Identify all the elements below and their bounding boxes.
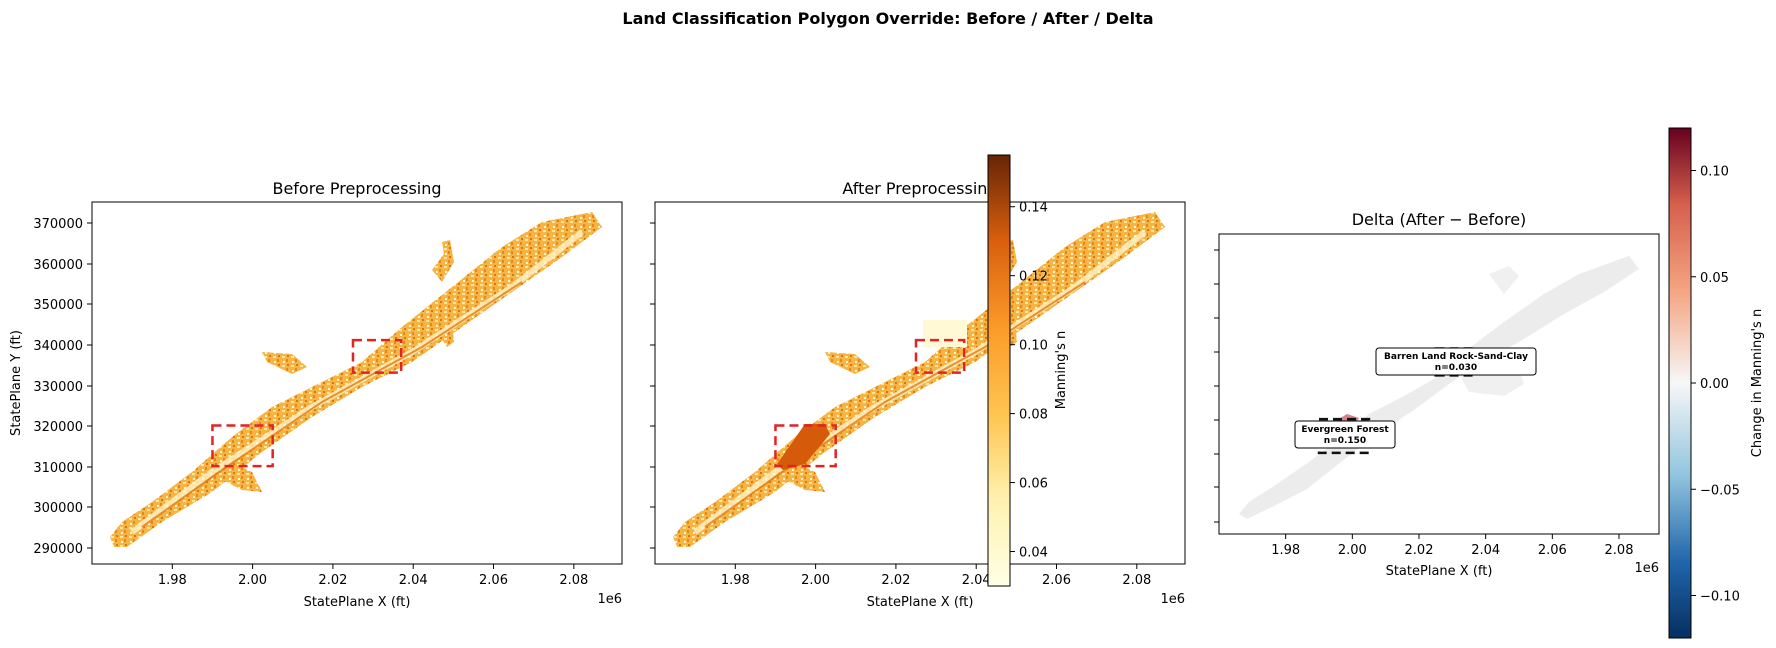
y-tick-label: 290000 bbox=[33, 542, 83, 557]
after-x-ticks: 1.98 2.00 2.02 2.04 2.06 2.08 bbox=[721, 564, 1151, 588]
after-override-fill-evergreen bbox=[777, 424, 830, 470]
colorbar-tick-label: 0.10 bbox=[1019, 339, 1048, 354]
x-tick-label: 1.98 bbox=[158, 573, 187, 588]
colorbar-tick-label: 0.08 bbox=[1019, 408, 1048, 423]
before-y-ticks: 290000 300000 310000 320000 330000 340000 3500… bbox=[33, 217, 92, 557]
x-tick-label: 1.98 bbox=[721, 573, 750, 588]
colorbar-tick-label: 0.00 bbox=[1700, 377, 1729, 392]
before-y-axis-label: StatePlane Y (ft) bbox=[9, 330, 24, 436]
x-tick-label: 2.00 bbox=[238, 573, 267, 588]
annotation-evergreen: Evergreen Forest n=0.150 bbox=[1294, 420, 1396, 449]
colorbar-tick-label: 0.05 bbox=[1700, 271, 1729, 286]
delta-land-mass bbox=[1239, 256, 1639, 519]
panel-after-title: After Preprocessing bbox=[842, 179, 997, 198]
after-x-offset: 1e6 bbox=[1160, 592, 1185, 607]
x-tick-label: 2.04 bbox=[399, 573, 428, 588]
x-tick-label: 2.08 bbox=[559, 573, 588, 588]
colorbar-delta: −0.10 −0.05 0.00 0.05 0.10 Change in Manning… bbox=[1668, 127, 1765, 639]
colorbar-mannings-n-label: Manning's n bbox=[1054, 331, 1069, 409]
colorbar-delta-label: Change in Manning's n bbox=[1750, 309, 1765, 457]
x-tick-label: 2.06 bbox=[479, 573, 508, 588]
x-tick-label: 2.08 bbox=[1605, 543, 1634, 558]
colorbar-delta-ticks: −0.10 −0.05 0.00 0.05 0.10 bbox=[1691, 165, 1740, 605]
x-tick-label: 2.02 bbox=[1405, 543, 1434, 558]
y-tick-label: 370000 bbox=[33, 217, 83, 232]
colorbar-delta-gradient bbox=[1668, 127, 1692, 639]
y-tick-label: 300000 bbox=[33, 501, 83, 516]
x-tick-label: 2.04 bbox=[1471, 543, 1500, 558]
after-x-axis-label: StatePlane X (ft) bbox=[867, 595, 974, 610]
delta-x-offset: 1e6 bbox=[1634, 561, 1659, 576]
panel-after: After Preprocessing bbox=[650, 179, 1186, 610]
after-override-boxes bbox=[774, 338, 966, 468]
y-tick-label: 310000 bbox=[33, 461, 83, 476]
x-tick-label: 2.06 bbox=[1538, 543, 1567, 558]
override-box bbox=[914, 338, 966, 374]
x-tick-label: 2.04 bbox=[962, 573, 991, 588]
before-x-axis-label: StatePlane X (ft) bbox=[304, 595, 411, 610]
x-tick-label: 2.06 bbox=[1042, 573, 1071, 588]
delta-x-axis-label: StatePlane X (ft) bbox=[1386, 564, 1493, 579]
override-box bbox=[351, 338, 403, 374]
x-tick-label: 1.98 bbox=[1271, 543, 1300, 558]
x-tick-label: 2.00 bbox=[1338, 543, 1367, 558]
annotation-evergreen-line1: Evergreen Forest bbox=[1301, 425, 1389, 435]
y-tick-label: 330000 bbox=[33, 380, 83, 395]
x-tick-label: 2.08 bbox=[1122, 573, 1151, 588]
after-land-mass bbox=[673, 212, 1165, 547]
y-tick-label: 320000 bbox=[33, 420, 83, 435]
colorbar-tick-label: −0.10 bbox=[1700, 590, 1740, 605]
before-override-boxes bbox=[211, 338, 403, 468]
before-x-offset: 1e6 bbox=[597, 592, 622, 607]
delta-x-ticks: 1.98 2.00 2.02 2.04 2.06 2.08 bbox=[1271, 534, 1633, 558]
colorbar-mannings-n: 0.04 0.06 0.08 0.10 0.12 0.14 Manning's n bbox=[987, 154, 1069, 587]
annotation-barren: Barren Land Rock-Sand-Clay n=0.030 bbox=[1375, 347, 1537, 376]
after-y-ticks bbox=[650, 222, 655, 549]
panel-before-frame bbox=[91, 201, 623, 565]
panel-before: Before Preprocessing 1.98 2.00 2.02 2.04 2.0… bbox=[9, 179, 623, 610]
x-tick-label: 2.02 bbox=[318, 573, 347, 588]
panel-delta: Delta (After − Before) Barren Land Rock-… bbox=[1214, 210, 1660, 579]
colorbar-tick-label: 0.14 bbox=[1019, 201, 1048, 216]
y-tick-label: 340000 bbox=[33, 339, 83, 354]
colorbar-tick-label: 0.04 bbox=[1019, 546, 1048, 561]
override-box bbox=[211, 424, 274, 468]
colorbar-tick-label: 0.06 bbox=[1019, 477, 1048, 492]
panel-after-frame bbox=[654, 201, 1186, 565]
panel-before-title: Before Preprocessing bbox=[272, 179, 441, 198]
before-land-mass bbox=[110, 212, 602, 547]
annotation-barren-line1: Barren Land Rock-Sand-Clay bbox=[1384, 352, 1528, 362]
x-tick-label: 2.00 bbox=[801, 573, 830, 588]
colorbar-tick-label: −0.05 bbox=[1700, 483, 1740, 498]
panel-delta-title: Delta (After − Before) bbox=[1352, 210, 1527, 229]
y-tick-label: 350000 bbox=[33, 298, 83, 313]
override-box bbox=[774, 424, 837, 468]
after-override-fill-barren bbox=[923, 320, 967, 347]
colorbar-tick-label: 0.12 bbox=[1019, 270, 1048, 285]
annotation-evergreen-line2: n=0.150 bbox=[1324, 436, 1366, 446]
x-tick-label: 2.02 bbox=[881, 573, 910, 588]
y-tick-label: 360000 bbox=[33, 258, 83, 273]
colorbar-mannings-n-ticks: 0.04 0.06 0.08 0.10 0.12 0.14 bbox=[1010, 201, 1048, 561]
before-x-ticks: 1.98 2.00 2.02 2.04 2.06 2.08 bbox=[158, 564, 588, 588]
delta-y-ticks bbox=[1214, 249, 1219, 523]
figure-title: Land Classification Polygon Override: Be… bbox=[622, 9, 1153, 28]
colorbar-tick-label: 0.10 bbox=[1700, 165, 1729, 180]
colorbar-mannings-n-gradient bbox=[987, 154, 1011, 587]
annotation-barren-line2: n=0.030 bbox=[1435, 363, 1477, 373]
panel-delta-frame bbox=[1218, 233, 1660, 535]
